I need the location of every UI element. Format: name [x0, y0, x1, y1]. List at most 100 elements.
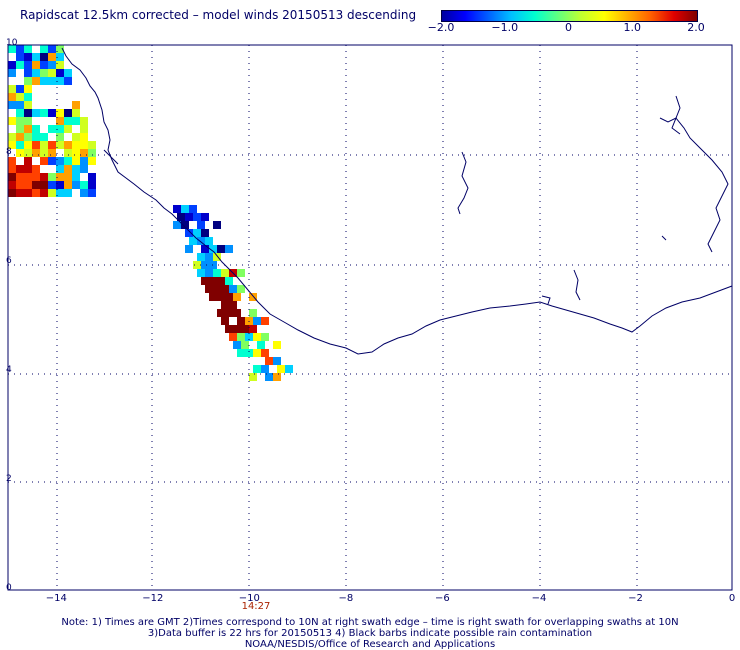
- swath-pixel: [233, 309, 241, 317]
- lat-lon-grid: [8, 45, 732, 590]
- swath-pixel: [16, 181, 24, 189]
- swath-pixel: [253, 333, 261, 341]
- swath-pixel: [173, 221, 181, 229]
- swath-pixel: [24, 77, 32, 85]
- swath-pixel: [16, 173, 24, 181]
- swath-pixel: [189, 237, 197, 245]
- lon-tick-label: −6: [435, 593, 450, 604]
- swath-pixel: [40, 181, 48, 189]
- lon-tick-label: 0: [728, 593, 736, 604]
- swath-pixel: [16, 109, 24, 117]
- swath-pixel: [80, 141, 88, 149]
- swath-pixel: [221, 317, 229, 325]
- swath-pixel: [8, 61, 16, 69]
- swath-pixel: [64, 157, 72, 165]
- swath-pixel: [48, 77, 56, 85]
- swath-pixel: [40, 77, 48, 85]
- swath-pixel: [241, 341, 249, 349]
- swath-time-label: 14:27: [241, 601, 271, 612]
- swath-pixel: [64, 77, 72, 85]
- swath-pixel: [72, 157, 80, 165]
- swath-pixel: [32, 53, 40, 61]
- swath-pixel: [257, 341, 265, 349]
- swath-pixel: [24, 181, 32, 189]
- lon-tick-label: −4: [531, 593, 547, 604]
- swath-pixel: [40, 69, 48, 77]
- swath-pixel: [201, 213, 209, 221]
- swath-pixel: [32, 109, 40, 117]
- swath-pixel: [56, 61, 64, 69]
- swath-pixel: [8, 45, 16, 53]
- swath-pixel: [64, 117, 72, 125]
- swath-pixel: [48, 53, 56, 61]
- swath-pixel: [24, 173, 32, 181]
- swath-pixel: [16, 125, 24, 133]
- swath-pixel: [56, 181, 64, 189]
- swath-pixel: [48, 149, 56, 157]
- swath-pixel: [237, 269, 245, 277]
- lat-tick-label: 8: [6, 147, 12, 157]
- swath-pixel: [273, 341, 281, 349]
- swath-pixel: [48, 181, 56, 189]
- swath-pixel: [64, 165, 72, 173]
- swath-pixel: [24, 157, 32, 165]
- swath-pixel: [233, 341, 241, 349]
- swath-pixel: [40, 53, 48, 61]
- swath-pixel: [32, 141, 40, 149]
- swath-pixel: [40, 61, 48, 69]
- lat-tick-label: 6: [6, 256, 12, 266]
- swath-pixel: [56, 77, 64, 85]
- swath-pixel: [173, 205, 181, 213]
- swath-pixel: [24, 85, 32, 93]
- swath-pixel: [40, 189, 48, 197]
- swath-pixel: [72, 133, 80, 141]
- swath-pixel: [261, 317, 269, 325]
- swath-pixel: [16, 93, 24, 101]
- swath-pixel: [16, 45, 24, 53]
- swath-pixel: [229, 301, 237, 309]
- swath-pixel: [253, 349, 261, 357]
- swath-pixel: [80, 117, 88, 125]
- swath-pixel: [64, 141, 72, 149]
- swath-pixel: [273, 373, 281, 381]
- swath-pixel: [209, 245, 217, 253]
- swath-pixel: [24, 165, 32, 173]
- swath-pixel: [64, 181, 72, 189]
- swath-pixel: [8, 173, 16, 181]
- swath-pixel: [48, 69, 56, 77]
- swath-pixel: [181, 205, 189, 213]
- swath-pixel: [221, 269, 229, 277]
- swath-pixel: [237, 317, 245, 325]
- swath-pixel: [48, 125, 56, 133]
- swath-pixel: [189, 205, 197, 213]
- swath-pixel: [56, 125, 64, 133]
- swath-pixel: [72, 181, 80, 189]
- swath-pixel: [225, 245, 233, 253]
- swath-pixel: [24, 45, 32, 53]
- swath-pixel: [24, 125, 32, 133]
- swath-pixel: [237, 349, 245, 357]
- swath-pixel: [8, 85, 16, 93]
- map-title: Rapidscat 12.5km corrected – model winds…: [20, 8, 417, 22]
- swath-pixel: [201, 229, 209, 237]
- swath-pixel: [261, 365, 269, 373]
- swath-pixel: [229, 285, 237, 293]
- swath-pixel: [56, 165, 64, 173]
- swath-pixel: [48, 45, 56, 53]
- swath-pixel: [233, 325, 241, 333]
- swath-pixel: [48, 61, 56, 69]
- swath-pixel: [16, 165, 24, 173]
- swath-pixel: [8, 93, 16, 101]
- swath-pixel: [80, 149, 88, 157]
- swath-pixel: [48, 189, 56, 197]
- swath-pixel: [217, 245, 225, 253]
- swath-pixel: [8, 133, 16, 141]
- swath-pixel: [277, 365, 285, 373]
- note-line-2: 3)Data buffer is 22 hrs for 20150513 4) …: [147, 628, 593, 639]
- swath-pixel: [16, 85, 24, 93]
- swath-pixel: [80, 125, 88, 133]
- swath-pixel: [8, 181, 16, 189]
- swath-pixel: [249, 309, 257, 317]
- lon-tick-label: −10: [238, 593, 260, 604]
- swath-pixel: [40, 45, 48, 53]
